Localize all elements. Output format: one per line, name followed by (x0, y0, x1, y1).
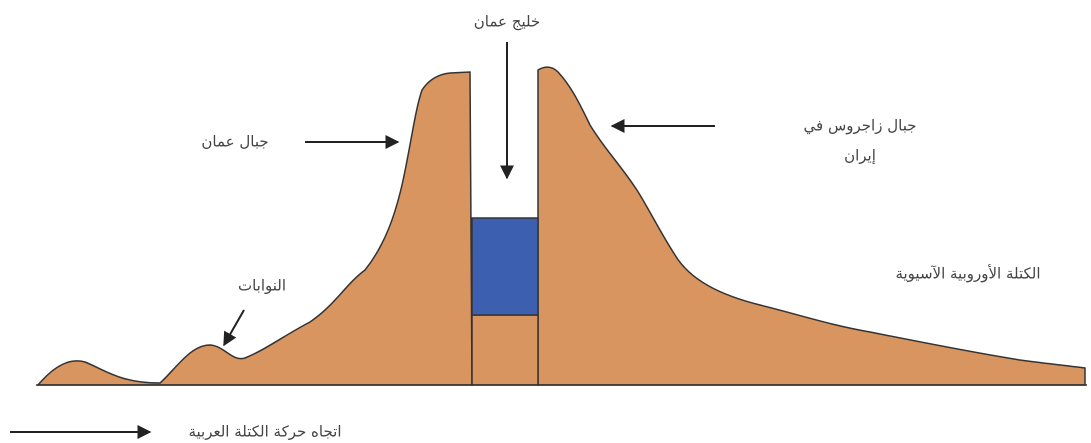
zagros-label: جبال زاجروس في (804, 117, 917, 136)
eurasia-label: الكتلة الأوروبية الآسيوية (895, 264, 1040, 283)
zagros-profile (537, 66, 1086, 386)
zagros-label: إيران (844, 147, 876, 165)
gulf-label: خليج عمان (474, 13, 540, 31)
nappes-label: النوابات (238, 277, 286, 295)
ocean-floor (471, 314, 539, 386)
oman-label: جبال عمان (201, 133, 268, 151)
movement-label: اتجاه حركة الكتلة العربية (188, 423, 341, 441)
oman-mountains-profile (36, 71, 473, 386)
nappes-arrow (223, 309, 245, 347)
oceanic-crust (471, 217, 539, 316)
